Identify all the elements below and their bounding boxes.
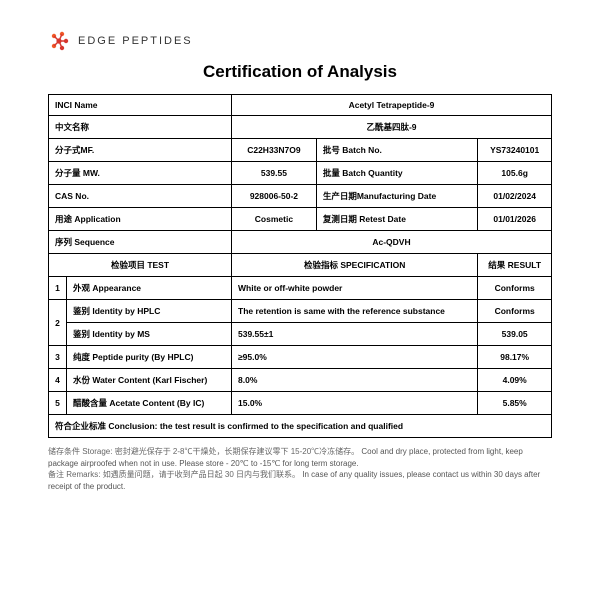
remarks-label: 备注 Remarks: (48, 470, 100, 479)
cas-value: 928006-50-2 (232, 185, 317, 208)
mfg-value: 01/02/2024 (478, 185, 552, 208)
test-num: 1 (49, 277, 67, 300)
app-value: Cosmetic (232, 208, 317, 231)
test-spec: 15.0% (232, 392, 478, 415)
certificate-page: EDGE PEPTIDES Certification of Analysis … (0, 0, 600, 492)
conclusion: 符合企业标准 Conclusion: the test result is co… (49, 415, 552, 438)
test-num: 5 (49, 392, 67, 415)
batchno-label: 批号 Batch No. (316, 139, 477, 162)
test-spec: ≥95.0% (232, 346, 478, 369)
coa-table: INCI Name Acetyl Tetrapeptide-9 中文名称 乙酰基… (48, 94, 552, 438)
mfg-label: 生产日期Manufacturing Date (316, 185, 477, 208)
test-result: Conforms (478, 300, 552, 323)
test-name: 鉴别 Identity by HPLC (67, 300, 232, 323)
batchno-value: YS73240101 (478, 139, 552, 162)
test-name: 外观 Appearance (67, 277, 232, 300)
table-row: 分子量 MW. 539.55 批量 Batch Quantity 105.6g (49, 162, 552, 185)
test-num: 2 (49, 300, 67, 346)
app-label: 用途 Application (49, 208, 232, 231)
inci-value: Acetyl Tetrapeptide-9 (232, 95, 552, 116)
test-spec: The retention is same with the reference… (232, 300, 478, 323)
hdr-result: 结果 RESULT (478, 254, 552, 277)
test-result: Conforms (478, 277, 552, 300)
table-row: 中文名称 乙酰基四肽-9 (49, 116, 552, 139)
cas-label: CAS No. (49, 185, 232, 208)
test-spec: White or off-white powder (232, 277, 478, 300)
mf-value: C22H33N7O9 (232, 139, 317, 162)
remarks-cn: 如遇质量问题，请于收到产品日起 30 日内与我们联系。 (103, 470, 300, 479)
seq-label: 序列 Sequence (49, 231, 232, 254)
conclusion-row: 符合企业标准 Conclusion: the test result is co… (49, 415, 552, 438)
test-row: 4 水份 Water Content (Karl Fischer) 8.0% 4… (49, 369, 552, 392)
seq-value: Ac-QDVH (232, 231, 552, 254)
test-row: 3 纯度 Peptide purity (By HPLC) ≥95.0% 98.… (49, 346, 552, 369)
retest-label: 复测日期 Retest Date (316, 208, 477, 231)
table-row: 分子式MF. C22H33N7O9 批号 Batch No. YS7324010… (49, 139, 552, 162)
cnname-label: 中文名称 (49, 116, 232, 139)
cnname-value: 乙酰基四肽-9 (232, 116, 552, 139)
test-row: 2 鉴别 Identity by HPLC The retention is s… (49, 300, 552, 323)
table-header-row: 检验项目 TEST 检验指标 SPECIFICATION 结果 RESULT (49, 254, 552, 277)
table-row: CAS No. 928006-50-2 生产日期Manufacturing Da… (49, 185, 552, 208)
test-row: 鉴别 Identity by MS 539.55±1 539.05 (49, 323, 552, 346)
batchqty-label: 批量 Batch Quantity (316, 162, 477, 185)
brand-logo-icon (48, 30, 70, 52)
test-num: 3 (49, 346, 67, 369)
storage-label: 储存条件 Storage: (48, 447, 112, 456)
retest-value: 01/01/2026 (478, 208, 552, 231)
inci-label: INCI Name (49, 95, 232, 116)
test-name: 纯度 Peptide purity (By HPLC) (67, 346, 232, 369)
table-row: INCI Name Acetyl Tetrapeptide-9 (49, 95, 552, 116)
brand-name: EDGE PEPTIDES (78, 35, 193, 47)
brand-header: EDGE PEPTIDES (48, 30, 552, 52)
test-spec: 8.0% (232, 369, 478, 392)
mf-label: 分子式MF. (49, 139, 232, 162)
test-result: 539.05 (478, 323, 552, 346)
test-num: 4 (49, 369, 67, 392)
test-result: 98.17% (478, 346, 552, 369)
test-result: 5.85% (478, 392, 552, 415)
mw-value: 539.55 (232, 162, 317, 185)
test-spec: 539.55±1 (232, 323, 478, 346)
storage-cn: 密封避光保存于 2-8℃干燥处，长期保存建议零下 15-20℃冷冻储存。 (115, 447, 359, 456)
hdr-test: 检验项目 TEST (49, 254, 232, 277)
test-name: 水份 Water Content (Karl Fischer) (67, 369, 232, 392)
batchqty-value: 105.6g (478, 162, 552, 185)
page-title: Certification of Analysis (48, 62, 552, 82)
table-row: 用途 Application Cosmetic 复测日期 Retest Date… (49, 208, 552, 231)
test-name: 醋酸含量 Acetate Content (By IC) (67, 392, 232, 415)
test-result: 4.09% (478, 369, 552, 392)
hdr-spec: 检验指标 SPECIFICATION (232, 254, 478, 277)
table-row: 序列 Sequence Ac-QDVH (49, 231, 552, 254)
test-row: 1 外观 Appearance White or off-white powde… (49, 277, 552, 300)
test-row: 5 醋酸含量 Acetate Content (By IC) 15.0% 5.8… (49, 392, 552, 415)
mw-label: 分子量 MW. (49, 162, 232, 185)
test-name: 鉴别 Identity by MS (67, 323, 232, 346)
footer-notes: 储存条件 Storage: 密封避光保存于 2-8℃干燥处，长期保存建议零下 1… (48, 446, 552, 492)
